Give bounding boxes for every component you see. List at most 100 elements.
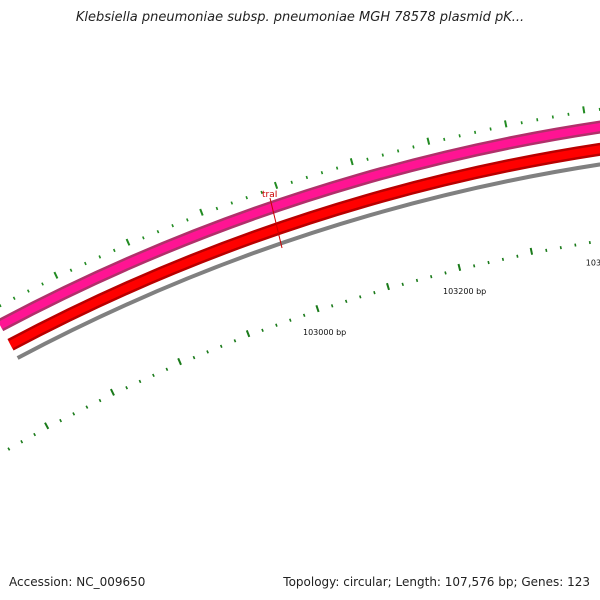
outer-minor-tick: [335, 166, 339, 170]
scale-label: 103400 bp: [586, 258, 600, 267]
scale-minor-tick: [516, 254, 519, 258]
outer-major-tick: [349, 158, 354, 166]
outer-minor-tick: [186, 218, 189, 222]
outer-minor-tick: [489, 127, 492, 131]
outer-minor-tick: [0, 303, 2, 308]
scale-minor-tick: [233, 339, 237, 343]
scale-minor-tick: [415, 278, 419, 283]
outer-major-tick: [273, 181, 279, 190]
outer-minor-tick: [551, 115, 554, 119]
outer-minor-tick: [305, 175, 309, 180]
scale-minor-tick: [359, 295, 362, 299]
backbone-track: [16, 162, 600, 360]
scale-minor-tick: [588, 240, 591, 245]
summary-text: Topology: circular; Length: 107,576 bp; …: [283, 575, 590, 589]
scale-minor-tick: [125, 386, 129, 390]
scale-minor-tick: [206, 350, 209, 354]
scale-minor-tick: [401, 282, 404, 287]
outer-minor-tick: [112, 248, 116, 253]
outer-minor-tick: [215, 206, 219, 211]
outer-minor-tick: [474, 130, 477, 134]
scale-major-tick: [386, 282, 390, 291]
cds-track[interactable]: [8, 128, 600, 349]
inner-tick-marks: [7, 240, 591, 451]
outer-major-tick: [504, 120, 508, 128]
scale-minor-tick: [275, 323, 278, 327]
map-tracks: [0, 106, 600, 360]
scale-minor-tick: [501, 257, 505, 261]
scale-major-tick: [245, 330, 251, 338]
accession-text: Accession: NC_009650: [9, 575, 146, 589]
outer-minor-tick: [412, 145, 415, 149]
scale-label: 103200 bp: [443, 287, 486, 296]
scale-minor-tick: [559, 246, 562, 250]
scale-major-tick: [44, 422, 50, 430]
scale-minor-tick: [138, 379, 142, 384]
outer-minor-tick: [520, 121, 523, 125]
outer-minor-tick: [69, 268, 73, 272]
outer-major-tick: [125, 238, 131, 246]
scale-major-tick: [529, 247, 534, 255]
map-title: Klebsiella pneumoniae subsp. pneumoniae …: [75, 10, 525, 25]
scale-minor-tick: [59, 418, 63, 423]
outer-major-tick: [426, 137, 431, 145]
scale-minor-tick: [373, 290, 376, 295]
scale-minor-tick: [574, 243, 577, 247]
scale-minor-tick: [165, 367, 169, 372]
scale-minor-tick: [430, 274, 433, 279]
outer-major-tick: [53, 271, 59, 279]
scale-minor-tick: [330, 304, 334, 308]
scale-minor-tick: [545, 248, 548, 253]
scale-minor-tick: [344, 299, 348, 304]
outer-major-tick: [199, 208, 204, 216]
scale-minor-tick: [289, 318, 292, 322]
outer-minor-tick: [366, 157, 369, 161]
scale-minor-tick: [219, 344, 223, 348]
outer-minor-tick: [396, 149, 400, 153]
scale-minor-tick: [72, 412, 76, 416]
gene-annotation-trai[interactable]: traI: [262, 190, 283, 249]
scale-minor-tick: [302, 313, 306, 317]
gene-label-pointer: [269, 197, 283, 249]
scale-major-tick: [457, 263, 462, 272]
gene-label-trai[interactable]: traI: [262, 190, 277, 200]
outer-minor-tick: [260, 190, 263, 195]
outer-minor-tick: [245, 195, 248, 200]
outer-minor-tick: [41, 282, 44, 286]
scale-major-tick: [110, 388, 115, 396]
scale-minor-tick: [7, 447, 11, 451]
scale-major-tick: [177, 357, 182, 366]
outer-minor-tick: [230, 201, 234, 205]
outer-minor-tick: [536, 118, 539, 122]
scale-major-tick: [315, 304, 320, 313]
scale-minor-tick: [152, 373, 155, 378]
gene-track[interactable]: [0, 106, 600, 329]
outer-minor-tick: [320, 171, 324, 175]
scale-minor-tick: [98, 398, 102, 403]
scale-minor-tick: [192, 355, 196, 360]
outer-tick-marks: [0, 106, 600, 308]
outer-minor-tick: [26, 289, 30, 293]
outer-minor-tick: [142, 236, 145, 240]
scale-minor-tick: [20, 440, 24, 444]
scale-minor-tick: [473, 264, 476, 268]
outer-minor-tick: [567, 112, 570, 116]
outer-minor-tick: [98, 255, 102, 259]
outer-minor-tick: [171, 224, 174, 228]
outer-minor-tick: [84, 261, 87, 266]
outer-minor-tick: [443, 137, 446, 141]
outer-major-tick: [582, 106, 586, 114]
outer-minor-tick: [381, 153, 384, 157]
outer-minor-tick: [290, 180, 293, 184]
scale-label: 103000 bp: [303, 328, 346, 337]
outer-minor-tick: [12, 296, 16, 300]
outer-minor-tick: [458, 134, 461, 138]
scale-minor-tick: [261, 328, 264, 332]
scale-minor-tick: [487, 260, 490, 265]
outer-minor-tick: [156, 229, 160, 234]
scale-minor-tick: [85, 405, 89, 409]
scale-minor-tick: [444, 271, 447, 275]
